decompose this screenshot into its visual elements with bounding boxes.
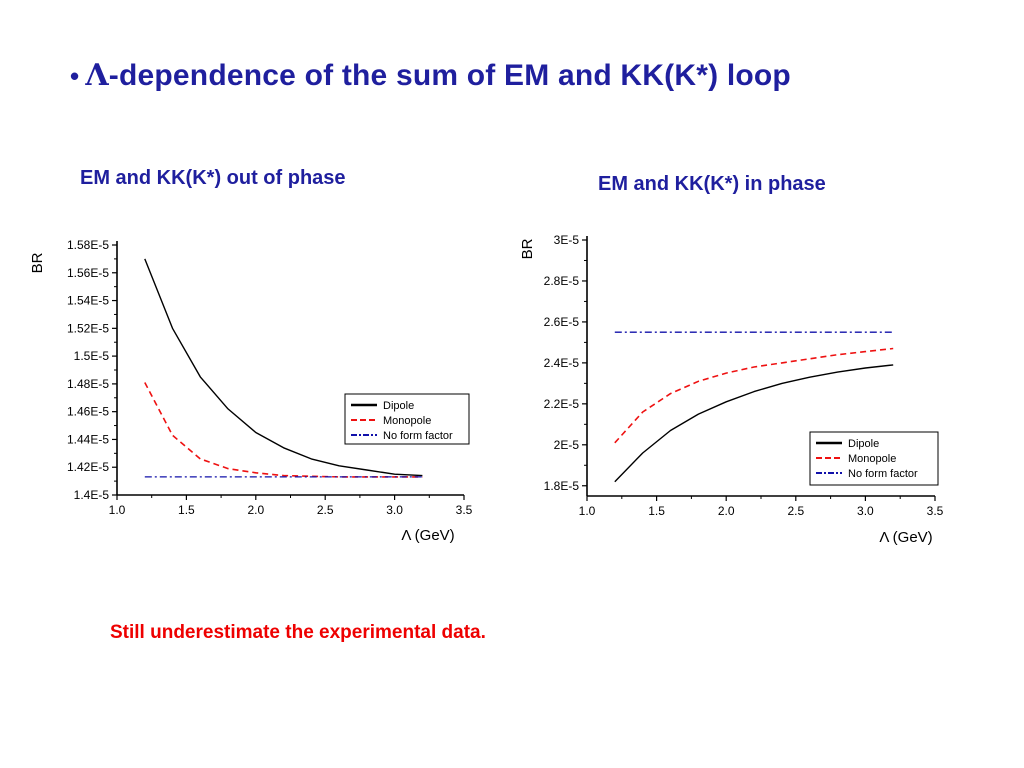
y-axis-label: BR xyxy=(29,252,46,273)
y-tick-label: 2.6E-5 xyxy=(544,315,580,329)
x-tick-label: 2.5 xyxy=(787,504,804,518)
legend-label: Dipole xyxy=(848,438,879,450)
y-tick-label: 1.48E-5 xyxy=(67,377,109,391)
y-tick-label: 2E-5 xyxy=(554,438,580,452)
y-tick-label: 3E-5 xyxy=(554,233,580,247)
y-tick-label: 2.2E-5 xyxy=(544,397,580,411)
series-line-dipole xyxy=(144,258,423,477)
series-line-monopole xyxy=(614,347,894,444)
y-tick-label: 1.54E-5 xyxy=(67,294,109,308)
legend-label: No form factor xyxy=(383,430,453,442)
y-tick-label: 1.4E-5 xyxy=(74,488,110,502)
x-tick-label: 3.5 xyxy=(456,503,473,517)
bullet-icon: • xyxy=(70,61,80,91)
x-tick-label: 1.0 xyxy=(579,504,596,518)
title-lambda-symbol: Λ xyxy=(85,58,109,93)
y-tick-label: 1.42E-5 xyxy=(67,460,109,474)
y-axis-label: BR xyxy=(519,238,536,259)
x-tick-label: 1.5 xyxy=(648,504,665,518)
y-tick-label: 1.5E-5 xyxy=(74,349,110,363)
x-tick-label: 3.5 xyxy=(927,504,944,518)
y-tick-label: 1.56E-5 xyxy=(67,266,109,280)
title-text: -dependence of the sum of EM and KK(K*) … xyxy=(108,59,791,92)
y-tick-label: 1.8E-5 xyxy=(544,479,580,493)
y-tick-label: 1.52E-5 xyxy=(67,321,109,335)
x-axis-label: Λ (GeV) xyxy=(879,529,932,546)
x-tick-label: 1.0 xyxy=(109,503,126,517)
right-chart-caption: EM and KK(K*) in phase xyxy=(598,173,826,195)
y-tick-label: 1.58E-5 xyxy=(67,238,109,252)
legend: Dipole Monopole No form factor xyxy=(344,393,470,445)
y-tick-label: 2.8E-5 xyxy=(544,274,580,288)
x-tick-label: 2.0 xyxy=(718,504,735,518)
x-tick-label: 1.5 xyxy=(178,503,195,517)
legend-label: Monopole xyxy=(383,415,431,427)
footnote: Still underestimate the experimental dat… xyxy=(110,622,486,643)
series-line-dipole xyxy=(614,364,894,483)
x-tick-label: 2.0 xyxy=(247,503,264,517)
y-tick-label: 1.46E-5 xyxy=(67,405,109,419)
chart-in-phase: 1.8E-5 2E-5 2.2E-5 2.4E-5 2.6E-5 2.8E-5 3E-5 1.… xyxy=(519,233,944,546)
x-axis-label: Λ (GeV) xyxy=(401,527,454,544)
slide-title: • Λ-dependence of the sum of EM and KK(K*… xyxy=(70,58,791,93)
x-tick-label: 3.0 xyxy=(857,504,874,518)
y-tick-label: 2.4E-5 xyxy=(544,356,580,370)
left-chart-caption: EM and KK(K*) out of phase xyxy=(80,167,346,189)
legend-label: No form factor xyxy=(848,468,918,480)
chart-out-of-phase: 1.4E-5 1.42E-5 1.44E-5 1.46E-5 1.48E-5 1.5E-5… xyxy=(29,238,473,544)
x-tick-label: 2.5 xyxy=(317,503,334,517)
y-tick-label: 1.44E-5 xyxy=(67,432,109,446)
legend: Dipole Monopole No form factor xyxy=(809,431,939,486)
x-tick-label: 3.0 xyxy=(386,503,403,517)
legend-label: Dipole xyxy=(383,400,414,412)
legend-label: Monopole xyxy=(848,453,896,465)
legend-box xyxy=(809,431,939,486)
